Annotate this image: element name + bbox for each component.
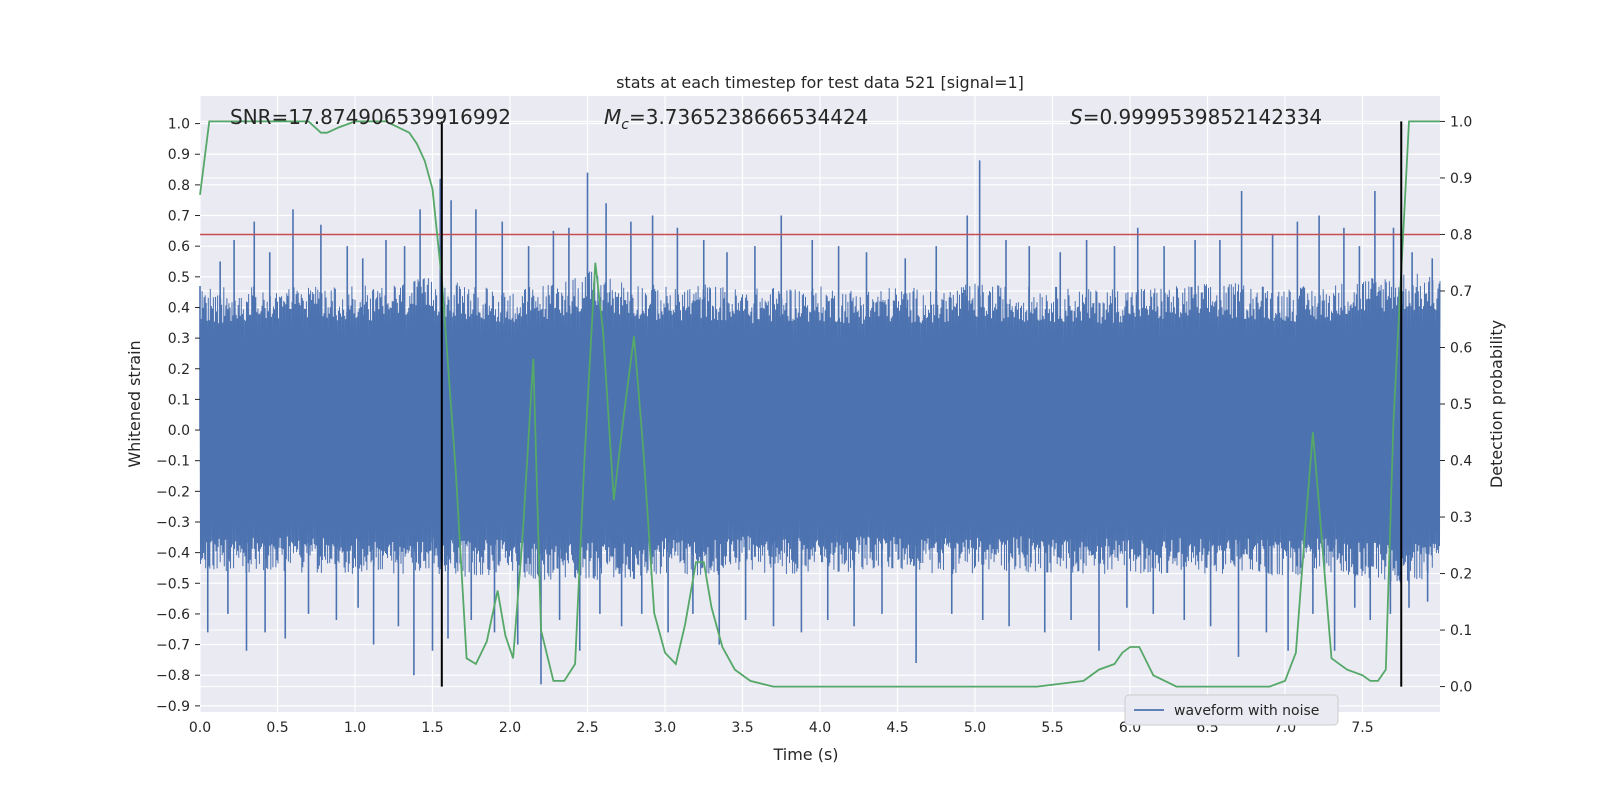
y-tick-label-left: −0.5 <box>156 576 190 592</box>
x-tick-label: 3.5 <box>731 720 753 736</box>
chirp-mass-subscript: c <box>621 117 629 133</box>
y-tick-label-left: 0.2 <box>168 362 190 378</box>
y-tick-label-right: 0.0 <box>1450 680 1472 696</box>
y-tick-label-right: 1.0 <box>1450 114 1472 130</box>
y-tick-label-left: −0.4 <box>156 546 190 562</box>
y-tick-label-left: −0.6 <box>156 607 190 623</box>
y-tick-label-left: −0.2 <box>156 484 190 500</box>
probability-line <box>199 120 1440 688</box>
waveform-line <box>199 271 1441 583</box>
x-tick-label: 5.5 <box>1041 720 1063 736</box>
waveform-series <box>199 160 1441 685</box>
y-tick-label-right: 0.3 <box>1450 510 1472 526</box>
y-tick-label-right: 0.4 <box>1450 454 1472 470</box>
y-tick-label-right: 0.7 <box>1450 284 1472 300</box>
y-tick-label-right: 0.5 <box>1450 397 1472 413</box>
x-tick-label: 1.0 <box>344 720 366 736</box>
y-tick-label-left: 0.7 <box>168 209 190 225</box>
y-tick-label-right: 0.8 <box>1450 227 1472 243</box>
x-tick-label: 1.5 <box>421 720 443 736</box>
y-tick-label-left: 1.0 <box>168 117 190 133</box>
legend: waveform with noise <box>1124 694 1339 726</box>
x-tick-label: 3.0 <box>654 720 676 736</box>
y-axis-label-right: Detection probability <box>1487 320 1506 488</box>
tick-labels: 0.0 0.5 1.0 1.5 2.0 2.5 3.0 3.5 4.0 4.5 5.0 5.5 6.0 6… <box>156 114 1472 736</box>
y-tick-label-left: −0.7 <box>156 638 190 654</box>
y-tick-label-left: 0.1 <box>168 392 190 408</box>
y-tick-label-left: −0.8 <box>156 668 190 684</box>
y-tick-label-left: −0.9 <box>156 699 190 715</box>
chirp-mass-symbol: M <box>604 105 621 129</box>
x-tick-label: 2.0 <box>499 720 521 736</box>
y-tick-label-right: 0.9 <box>1450 171 1472 187</box>
chirp-mass-annotation: Mc=3.7365238666534424 <box>604 105 868 133</box>
y-tick-label-left: 0.6 <box>168 239 190 255</box>
x-tick-label: 0.0 <box>189 720 211 736</box>
x-tick-label: 4.5 <box>886 720 908 736</box>
score-symbol: S <box>1070 105 1083 129</box>
x-tick-label: 0.5 <box>266 720 288 736</box>
y-tick-label-right: 0.2 <box>1450 567 1472 583</box>
y-tick-label-left: −0.1 <box>156 454 190 470</box>
score-annotation: S=0.9999539852142334 <box>1070 105 1322 129</box>
y-tick-label-left: 0.9 <box>168 147 190 163</box>
score-value: =0.9999539852142334 <box>1083 105 1322 129</box>
y-tick-label-left: 0.3 <box>168 331 190 347</box>
legend-box <box>1124 694 1339 726</box>
y-tick-label-left: 0.4 <box>168 300 190 316</box>
y-tick-label-left: 0.0 <box>168 423 190 439</box>
x-tick-label: 5.0 <box>964 720 986 736</box>
vertical-lines <box>440 121 1403 687</box>
probability-series <box>199 120 1440 688</box>
y-axis-label-left: Whitened strain <box>125 340 144 467</box>
y-tick-label-left: 0.8 <box>168 178 190 194</box>
x-tick-label: 4.0 <box>809 720 831 736</box>
y-tick-label-right: 0.1 <box>1450 623 1472 639</box>
chirp-mass-value: =3.7365238666534424 <box>629 105 868 129</box>
chart-title: stats at each timestep for test data 521… <box>616 73 1024 92</box>
x-tick-label: 2.5 <box>576 720 598 736</box>
x-tick-label: 7.5 <box>1351 720 1373 736</box>
snr-annotation: SNR=17.874906539916992 <box>230 105 511 129</box>
y-tick-label-left: 0.5 <box>168 270 190 286</box>
y-tick-label-right: 0.6 <box>1450 340 1472 356</box>
x-axis-label: Time (s) <box>772 745 838 764</box>
legend-label-waveform: waveform with noise <box>1174 703 1319 719</box>
y-tick-label-left: −0.3 <box>156 515 190 531</box>
